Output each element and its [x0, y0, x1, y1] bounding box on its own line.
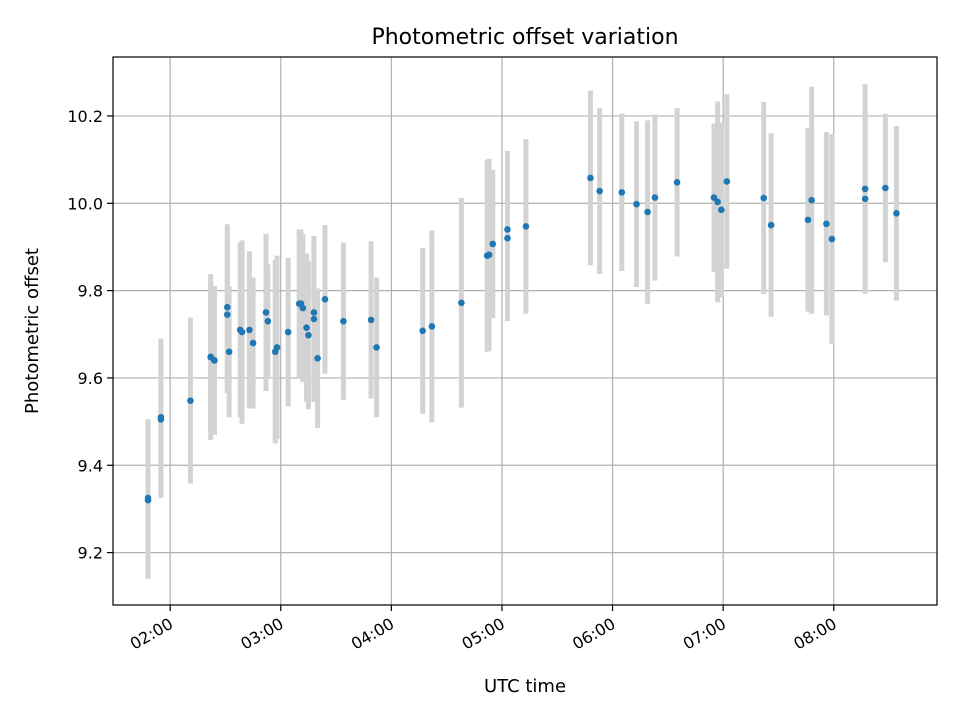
data-point	[419, 327, 426, 335]
data-point	[485, 251, 493, 259]
data-point	[882, 184, 889, 192]
data-point	[246, 326, 253, 334]
data-point	[618, 189, 626, 196]
data-point	[238, 328, 246, 336]
data-point	[718, 206, 725, 214]
data-point	[458, 299, 465, 307]
data-point	[714, 198, 721, 206]
y-tick-label: 9.8	[78, 282, 103, 301]
data-point	[223, 303, 231, 311]
data-point	[760, 194, 768, 202]
data-point	[187, 397, 194, 404]
data-point	[211, 357, 218, 364]
data-point	[823, 220, 830, 228]
data-point	[804, 216, 812, 224]
data-point	[673, 179, 681, 186]
data-point	[504, 234, 511, 242]
data-point	[225, 348, 233, 356]
data-point	[587, 174, 594, 182]
data-point	[273, 344, 281, 351]
chart-title: Photometric offset variation	[371, 25, 678, 50]
data-points	[144, 174, 900, 504]
data-point	[303, 324, 310, 332]
data-point	[262, 309, 270, 316]
data-point	[596, 187, 603, 195]
data-point	[321, 296, 329, 303]
data-point	[314, 354, 321, 362]
data-point	[504, 226, 511, 233]
data-point	[861, 185, 869, 193]
data-point	[489, 240, 497, 248]
data-point	[264, 317, 272, 325]
data-point	[644, 208, 651, 216]
data-point	[767, 221, 775, 229]
plot-frame	[112, 56, 938, 606]
data-point	[249, 339, 257, 347]
y-tick-label: 9.6	[78, 369, 103, 388]
data-point	[299, 304, 307, 312]
data-point	[305, 331, 312, 339]
data-point	[808, 196, 815, 204]
data-point	[710, 194, 718, 201]
y-tick-label: 9.2	[78, 544, 103, 563]
data-point	[367, 316, 375, 324]
y-tick-label: 10.2	[67, 107, 103, 126]
data-point	[893, 210, 900, 217]
data-point	[828, 235, 836, 243]
data-point	[633, 200, 640, 208]
data-point	[310, 315, 318, 323]
y-tick-label: 9.4	[78, 456, 103, 475]
data-point	[522, 223, 530, 230]
data-point	[157, 413, 165, 421]
x-axis-label: UTC time	[484, 676, 566, 697]
data-point	[861, 195, 869, 203]
y-axis-label: Photometric offset	[22, 248, 43, 414]
data-point	[723, 178, 731, 185]
data-point	[651, 194, 659, 201]
data-point	[144, 494, 152, 502]
data-point	[428, 323, 436, 330]
data-point	[223, 311, 231, 318]
data-point	[310, 309, 318, 316]
y-tick-label: 10.0	[67, 194, 103, 213]
data-point	[340, 317, 347, 325]
data-point	[284, 328, 292, 336]
data-point	[373, 344, 380, 351]
